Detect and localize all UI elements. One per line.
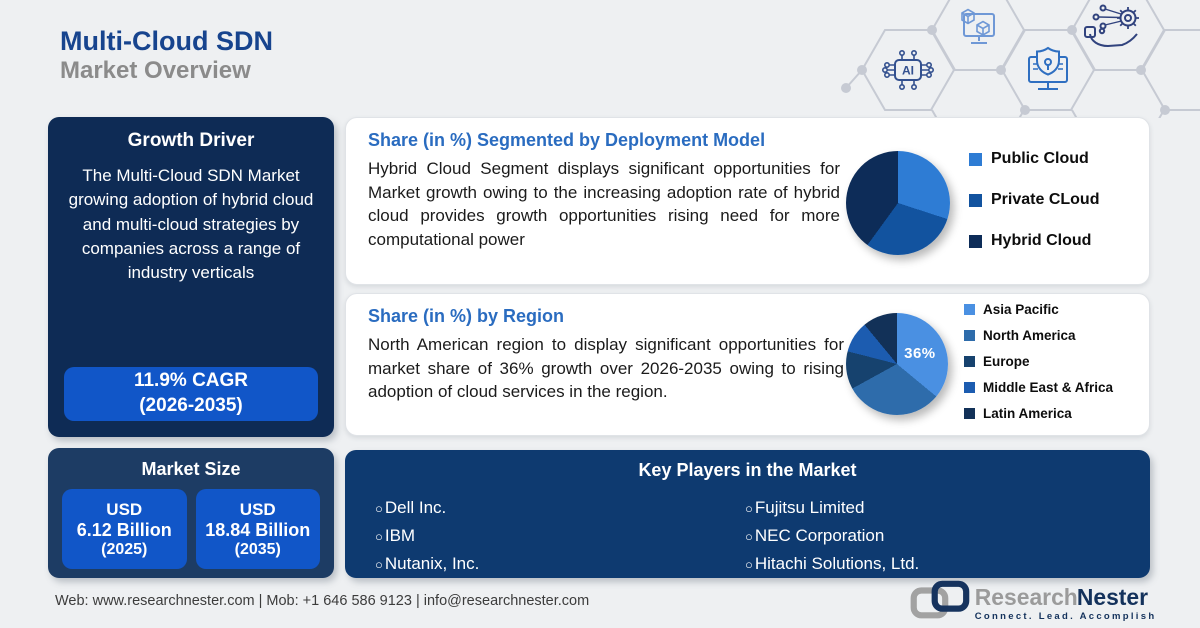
market-size-panel: Market Size USD 6.12 Billion (2025) USD … (48, 448, 334, 578)
deployment-pie-chart (846, 151, 950, 255)
market-size-2035-badge: USD 18.84 Billion (2035) (195, 489, 320, 569)
region-card-title: Share (in %) by Region (368, 306, 565, 326)
legend-item-public-cloud: Public Cloud (969, 150, 1099, 167)
circle-bullet-icon: ○ (375, 529, 383, 544)
legend-label-private-cloud: Private CLoud (991, 191, 1100, 208)
market-size-2035-currency: USD (239, 499, 276, 519)
legend-swatch-latin-america (964, 407, 975, 419)
legend-item-hybrid-cloud: Hybrid Cloud (969, 232, 1099, 249)
key-players-column-2: ○ Fujitsu Limited ○ NEC Corporation ○ Hitac… (745, 494, 919, 578)
legend-label-latin-america: Latin America (983, 405, 1072, 421)
region-pie-data-label: 36% (904, 344, 936, 362)
deployment-pie-legend: Public Cloud Private CLoud Hybrid Cloud (969, 150, 1100, 275)
key-player-name: Dell Inc. (384, 498, 447, 517)
cagr-period: (2026-2035) (139, 395, 243, 416)
region-card-text: North American region to display signifi… (368, 335, 844, 402)
legend-swatch-private-cloud (969, 193, 982, 207)
page-title-line2: Market Overview (60, 57, 251, 85)
growth-driver-text: The Multi-Cloud SDN Market growing adopt… (68, 166, 314, 283)
svg-text:AI: AI (902, 64, 914, 78)
automation-hand-icon (1084, 4, 1139, 48)
legend-label-asia-pacific: Asia Pacific (983, 301, 1059, 317)
hexagon-node-dots (841, 25, 1170, 115)
market-size-2035-year: (2035) (234, 540, 281, 558)
hexagon-tech-decoration: AI (841, 0, 1200, 118)
logo-text-nester: Nester (1077, 584, 1148, 610)
deployment-model-card: Share (in %) Segmented by Deployment Mod… (345, 117, 1150, 285)
legend-item-asia-pacific: Asia Pacific (964, 301, 1113, 317)
list-item: ○ Fujitsu Limited (745, 494, 919, 522)
legend-swatch-middle-east-africa (964, 381, 975, 393)
list-item: ○ Nutanix, Inc. (375, 550, 479, 578)
circle-bullet-icon: ○ (745, 501, 753, 516)
region-pie-chart: 36% (846, 313, 948, 415)
key-player-name: Fujitsu Limited (754, 498, 865, 517)
ai-chip-icon: AI (881, 49, 935, 91)
region-pie-legend: Asia Pacific North America Europe Middle… (964, 301, 1114, 433)
key-player-name: Hitachi Solutions, Ltd. (754, 554, 920, 573)
key-players-column-1: ○ Dell Inc. ○ IBM ○ Nutanix, Inc. (375, 494, 479, 578)
legend-swatch-north-america (964, 329, 975, 341)
legend-label-europe: Europe (983, 353, 1030, 369)
logo-text-research: Research (975, 584, 1078, 610)
legend-swatch-asia-pacific (964, 303, 975, 315)
legend-item-north-america: North America (964, 327, 1113, 343)
growth-driver-title: Growth Driver (127, 130, 255, 151)
secure-monitor-icon (1028, 46, 1068, 90)
cloud-computing-icon (961, 8, 995, 44)
key-player-name: IBM (384, 526, 416, 545)
legend-label-north-america: North America (983, 327, 1076, 343)
legend-swatch-public-cloud (969, 152, 982, 166)
legend-swatch-hybrid-cloud (969, 234, 982, 248)
cagr-value: 11.9% CAGR (133, 370, 249, 392)
market-size-2025-currency: USD (106, 499, 143, 519)
circle-bullet-icon: ○ (745, 557, 753, 572)
legend-label-public-cloud: Public Cloud (991, 150, 1089, 167)
market-size-2025-year: (2025) (101, 540, 148, 558)
circle-bullet-icon: ○ (375, 501, 383, 516)
list-item: ○ Dell Inc. (375, 494, 479, 522)
page-title-line1: Multi-Cloud SDN (60, 26, 273, 56)
footer-contact-info: Web: www.researchnester.com | Mob: +1 64… (55, 593, 590, 609)
page-title: Multi-Cloud SDN Market Overview (60, 26, 273, 86)
market-size-2025-badge: USD 6.12 Billion (2025) (62, 489, 187, 569)
list-item: ○ Hitachi Solutions, Ltd. (745, 550, 919, 578)
key-player-name: Nutanix, Inc. (384, 554, 480, 573)
legend-label-hybrid-cloud: Hybrid Cloud (991, 232, 1092, 249)
deployment-card-text: Hybrid Cloud Segment displays significan… (368, 159, 840, 249)
key-players-title: Key Players in the Market (638, 460, 857, 480)
list-item: ○ NEC Corporation (745, 522, 919, 550)
legend-label-middle-east-africa: Middle East & Africa (983, 379, 1114, 395)
key-players-panel: Key Players in the Market ○ Dell Inc. ○ IB… (345, 450, 1150, 578)
deployment-card-title: Share (in %) Segmented by Deployment Mod… (368, 130, 766, 150)
circle-bullet-icon: ○ (375, 557, 383, 572)
logo-chain-link-gray (910, 587, 949, 619)
legend-item-middle-east-africa: Middle East & Africa (964, 379, 1114, 395)
circle-bullet-icon: ○ (745, 529, 753, 544)
logo-tagline: Connect. Lead. Accomplish (975, 611, 1156, 622)
research-nester-logo: Research Nester Connect. Lead. Accomplis… (910, 580, 1156, 622)
growth-driver-panel: Growth Driver The Multi-Cloud SDN Market… (48, 117, 334, 437)
cagr-badge: 11.9% CAGR (2026-2035) (64, 367, 318, 421)
logo-chain-link-navy (931, 580, 970, 612)
market-size-2025-value: 6.12 Billion (76, 519, 172, 540)
legend-swatch-europe (964, 355, 975, 367)
region-share-card: Share (in %) by Region North American re… (345, 293, 1150, 436)
legend-item-private-cloud: Private CLoud (969, 191, 1100, 208)
key-player-name: NEC Corporation (754, 526, 885, 545)
list-item: ○ IBM (375, 522, 479, 550)
legend-item-europe: Europe (964, 353, 1113, 369)
legend-item-latin-america: Latin America (964, 405, 1113, 421)
market-size-2035-value: 18.84 Billion (205, 519, 311, 540)
market-size-title: Market Size (141, 459, 241, 479)
